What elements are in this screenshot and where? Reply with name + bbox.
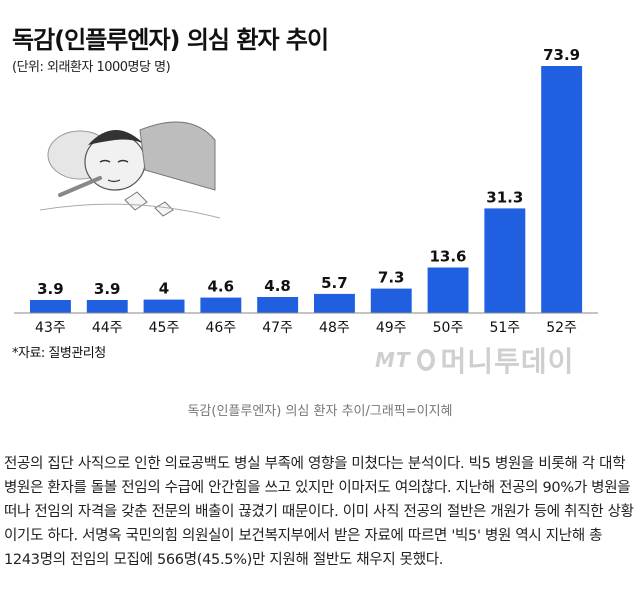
value-label-46주: 4.6 <box>208 278 235 296</box>
tick-label-49주: 49주 <box>376 320 407 336</box>
value-label-51주: 31.3 <box>486 188 523 206</box>
bar-46주 <box>200 297 242 313</box>
tick-labels-layer: 43주 44주 45주 46주 47주 48주 49주 50주 51주 52주 <box>35 320 577 336</box>
bar-47주 <box>257 297 299 313</box>
tick-label-48주: 48주 <box>319 320 350 336</box>
value-label-45주: 4 <box>159 280 169 298</box>
value-label-52주: 73.9 <box>543 46 580 64</box>
bar-52주 <box>541 66 583 313</box>
chart-unit-label: (단위: 외래환자 1000명당 명) <box>12 60 171 75</box>
bar-49주 <box>370 288 412 313</box>
watermark-mt: MT <box>375 348 411 372</box>
watermark-name: 머니투데이 <box>440 345 575 378</box>
bar-chart: 3.9 3.9 4 4.6 4.8 5.7 7.3 13.6 31.3 73.9 43주 44주 45… <box>14 46 598 336</box>
tick-label-50주: 50주 <box>433 320 464 336</box>
watermark-ring-icon <box>416 349 435 371</box>
value-label-47주: 4.8 <box>264 277 291 295</box>
tick-label-46주: 46주 <box>205 320 236 336</box>
bar-43주 <box>30 300 71 313</box>
tick-label-52주: 52주 <box>546 320 577 336</box>
tick-label-44주: 44주 <box>92 320 123 336</box>
value-label-50주: 13.6 <box>429 248 466 266</box>
image-caption: 독감(인플루엔자) 의심 환자 추이/그래픽=이지혜 <box>187 404 453 419</box>
article-paragraph: 전공의 집단 사직으로 인한 의료공백도 병실 부족에 영향을 미쳤다는 분석이… <box>4 456 634 568</box>
value-labels-layer: 3.9 3.9 4 4.6 4.8 5.7 7.3 13.6 31.3 73.9 <box>37 46 580 298</box>
bar-48주 <box>314 293 355 313</box>
value-label-44주: 3.9 <box>94 280 121 298</box>
tick-label-47주: 47주 <box>262 320 293 336</box>
tick-label-43주: 43주 <box>35 320 66 336</box>
value-label-43주: 3.9 <box>37 280 64 298</box>
bar-45주 <box>143 299 185 313</box>
chart-source: *자료: 질병관리청 <box>12 346 106 361</box>
bars-layer <box>30 66 583 313</box>
chart-panel: 독감(인플루엔자) 의심 환자 추이 (단위: 외래환자 1000명당 명) 3… <box>12 26 598 380</box>
value-label-48주: 5.7 <box>321 274 348 292</box>
chart-title: 독감(인플루엔자) 의심 환자 추이 <box>12 26 329 54</box>
tick-label-45주: 45주 <box>149 320 180 336</box>
bar-44주 <box>86 300 128 313</box>
value-label-49주: 7.3 <box>378 269 405 287</box>
bar-51주 <box>484 208 526 313</box>
sick-person-illustration <box>40 121 220 219</box>
bar-50주 <box>427 267 469 313</box>
tick-label-51주: 51주 <box>489 320 520 336</box>
watermark-logo: MT 머니투데이 <box>375 340 574 380</box>
